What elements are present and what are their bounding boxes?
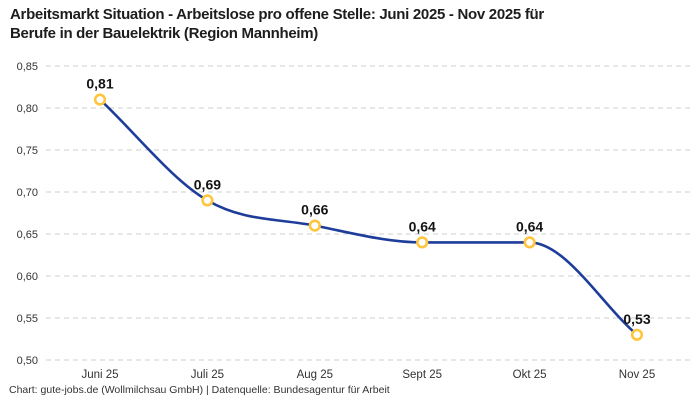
- chart-attribution: Chart: gute-jobs.de (Wollmilchsau GmbH) …: [9, 384, 390, 396]
- data-point-marker: [416, 236, 429, 249]
- y-tick-label: 0,75: [17, 145, 38, 157]
- y-tick-label: 0,70: [17, 187, 38, 199]
- y-tick-label: 0,60: [17, 271, 38, 283]
- data-point-label: 0,81: [86, 76, 113, 92]
- chart-title: Arbeitsmarkt Situation - Arbeitslose pro…: [10, 5, 544, 43]
- x-tick-label: Aug 25: [297, 369, 333, 381]
- data-point-marker: [93, 93, 107, 106]
- trend-line: [98, 98, 639, 337]
- x-tick-label: Sept 25: [402, 369, 442, 381]
- data-point-label: 0,66: [301, 202, 328, 218]
- data-point-label: 0,69: [194, 176, 221, 192]
- data-point-marker: [201, 194, 214, 207]
- y-tick-label: 0,50: [17, 355, 38, 367]
- chart-title-line2: Berufe in der Bauelektrik (Region Mannhe…: [10, 25, 318, 42]
- x-tick-label: Okt 25: [513, 369, 547, 381]
- data-point-marker: [308, 219, 321, 232]
- x-tick-label: Juni 25: [81, 369, 118, 381]
- data-point-marker: [523, 236, 536, 249]
- y-tick-label: 0,80: [17, 103, 38, 115]
- x-tick-label: Nov 25: [619, 369, 655, 381]
- chart-title-line1: Arbeitsmarkt Situation - Arbeitslose pro…: [10, 6, 544, 23]
- data-point-marker: [630, 328, 644, 341]
- data-point-label: 0,53: [623, 311, 650, 327]
- y-tick-label: 0,55: [17, 313, 38, 325]
- data-point-label: 0,64: [516, 218, 543, 234]
- y-tick-label: 0,85: [17, 61, 38, 73]
- x-tick-label: Juli 25: [191, 369, 224, 381]
- data-point-label: 0,64: [409, 218, 436, 234]
- y-tick-label: 0,65: [17, 229, 38, 241]
